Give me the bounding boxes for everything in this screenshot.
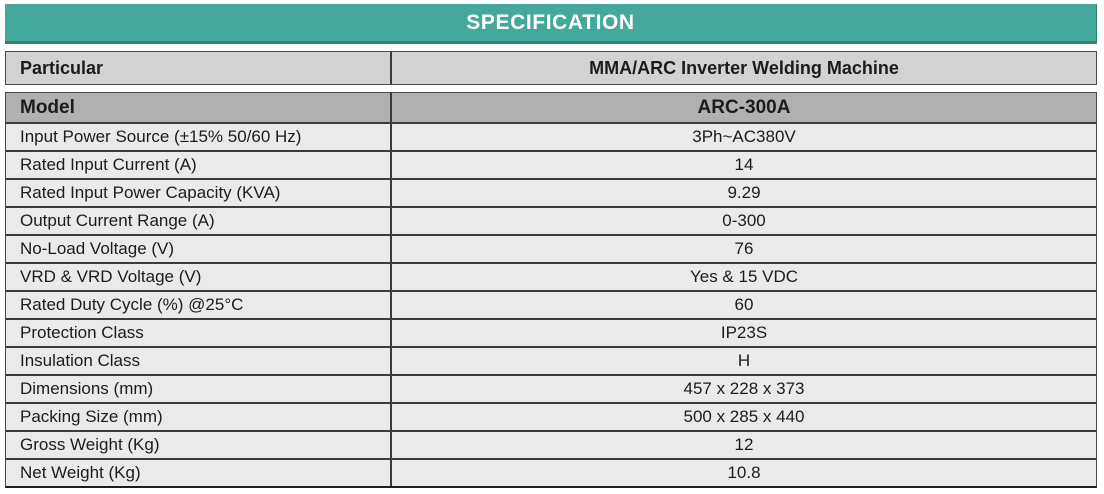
spec-label: Rated Duty Cycle (%) @25°C [6,292,392,318]
spec-value: 9.29 [727,183,761,202]
spec-value: 3Ph~AC380V [692,127,796,146]
spec-label: Rated Input Current (A) [6,152,392,178]
spec-value: 500 x 285 x 440 [683,407,805,426]
spec-row: Packing Size (mm) 500 x 285 x 440 [6,402,1096,430]
spec-row: VRD & VRD Voltage (V) Yes & 15 VDC [6,262,1096,290]
spec-row: Protection Class IP23S [6,318,1096,346]
model-value: ARC-300A [697,96,791,118]
spec-value: 0-300 [722,211,766,230]
spec-value: 457 x 228 x 373 [683,379,805,398]
machine-type-header: MMA/ARC Inverter Welding Machine [589,57,899,78]
spec-value: IP23S [720,323,768,342]
page-title: SPECIFICATION [466,10,635,34]
spec-label: Gross Weight (Kg) [6,432,392,458]
spec-label: Output Current Range (A) [6,208,392,234]
spec-label: Dimensions (mm) [6,376,392,402]
spec-value: 10.8 [727,463,761,482]
spec-rows-container: Input Power Source (±15% 50/60 Hz) 3Ph~A… [6,122,1096,486]
spec-table: Model ARC-300A Input Power Source (±15% … [5,92,1097,488]
spec-value: 60 [734,295,754,314]
spec-row: Input Power Source (±15% 50/60 Hz) 3Ph~A… [6,122,1096,150]
spec-label: Rated Input Power Capacity (KVA) [6,180,392,206]
spec-row: Rated Input Power Capacity (KVA) 9.29 [6,178,1096,206]
specification-banner: SPECIFICATION [5,4,1097,44]
model-label: Model [6,93,392,122]
spec-label: Net Weight (Kg) [6,460,392,486]
spec-label: Packing Size (mm) [6,404,392,430]
spec-row: Rated Input Current (A) 14 [6,150,1096,178]
spec-label: Insulation Class [6,348,392,374]
model-row: Model ARC-300A [6,93,1096,122]
spec-label: No-Load Voltage (V) [6,236,392,262]
spec-value: 12 [734,435,754,454]
spec-row: Output Current Range (A) 0-300 [6,206,1096,234]
spec-label: VRD & VRD Voltage (V) [6,264,392,290]
spec-row: Gross Weight (Kg) 12 [6,430,1096,458]
particular-header-row: Particular MMA/ARC Inverter Welding Mach… [5,51,1097,85]
spec-value: 76 [734,239,754,258]
spec-row: Rated Duty Cycle (%) @25°C 60 [6,290,1096,318]
spec-row: Insulation Class H [6,346,1096,374]
particular-column-header: Particular [6,52,392,84]
spec-row: Dimensions (mm) 457 x 228 x 373 [6,374,1096,402]
spec-row: No-Load Voltage (V) 76 [6,234,1096,262]
spec-value: H [737,351,751,370]
spec-row: Net Weight (Kg) 10.8 [6,458,1096,486]
spec-value: Yes & 15 VDC [689,267,799,286]
spec-label: Protection Class [6,320,392,346]
spec-value: 14 [734,155,754,174]
spec-label: Input Power Source (±15% 50/60 Hz) [6,124,392,150]
